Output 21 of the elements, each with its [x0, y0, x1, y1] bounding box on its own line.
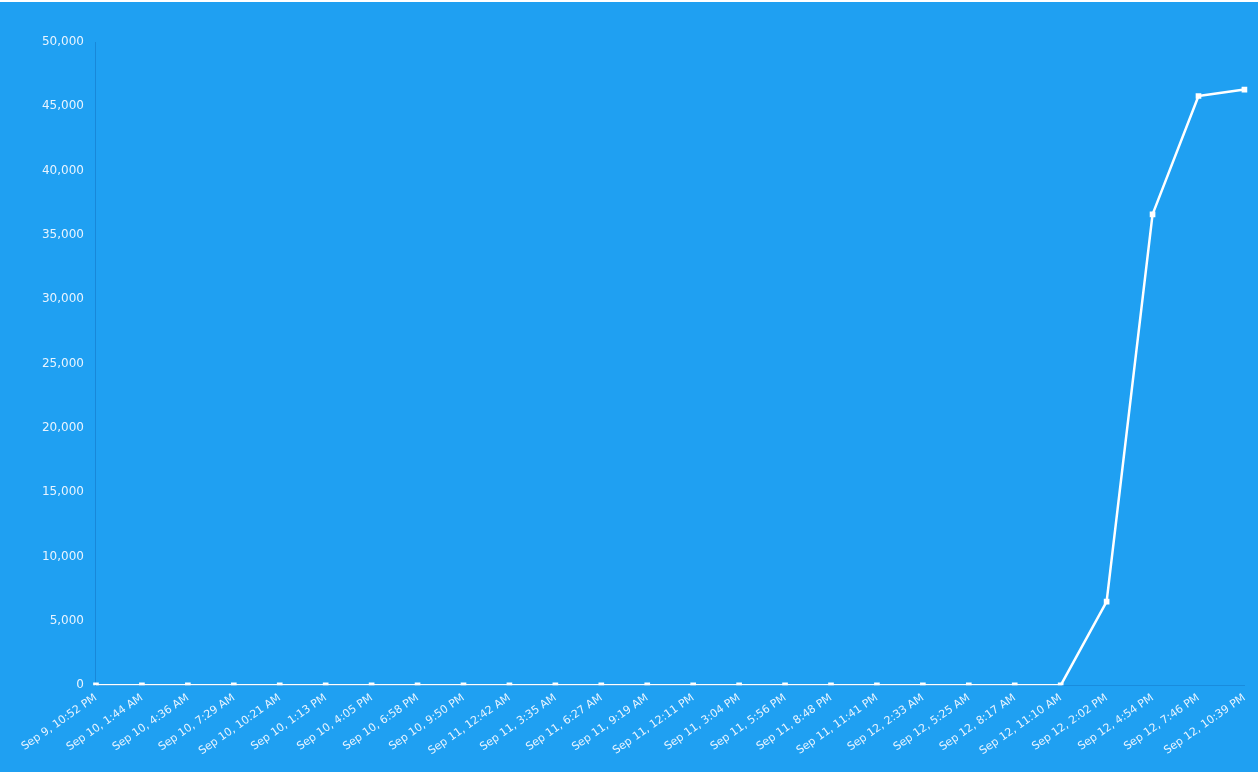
- point: [1103, 598, 1110, 605]
- y-tick-label: 10,000: [41, 548, 84, 563]
- y-tick-label: 15,000: [41, 484, 84, 499]
- y-tick-label: 45,000: [41, 98, 84, 113]
- y-tick-label: 50,000: [41, 34, 84, 49]
- point: [920, 682, 926, 686]
- point: [185, 682, 191, 686]
- y-tick-label: 20,000: [41, 420, 84, 435]
- y-tick-label: 40,000: [41, 162, 84, 177]
- y-tick-label: 0: [76, 677, 84, 692]
- point: [93, 682, 99, 686]
- point: [828, 682, 834, 686]
- y-tick-label: 35,000: [41, 227, 84, 242]
- point: [874, 682, 880, 686]
- y-tick-label: 5,000: [49, 613, 84, 628]
- y-tick-label: 30,000: [41, 291, 84, 306]
- point: [1195, 93, 1202, 99]
- point: [782, 682, 788, 686]
- point: [736, 682, 742, 686]
- y-tick-label: 25,000: [41, 355, 84, 370]
- point: [139, 682, 145, 686]
